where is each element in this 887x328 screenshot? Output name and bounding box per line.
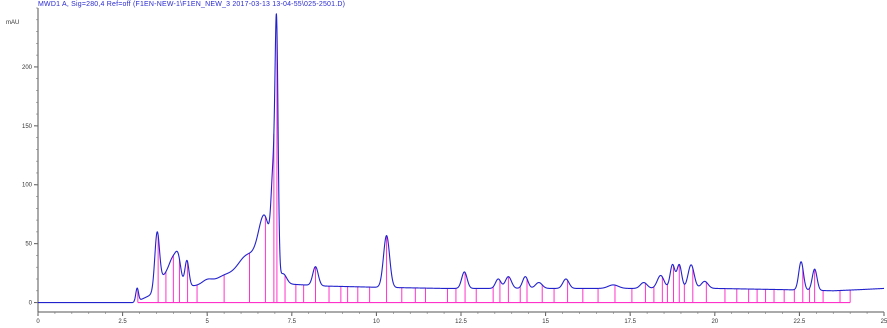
x-tick-label: 12.5 [455,319,467,325]
x-tick-label: 2.5 [118,319,127,325]
x-tick-label: 20 [711,319,718,325]
y-tick-label: 0 [29,301,33,307]
y-ticks: 0 50 100 150 200 [22,7,38,307]
x-tick-label: 17.5 [624,319,636,325]
y-tick-label: 150 [22,124,33,130]
series-group [37,13,885,304]
x-tick-label: 7.5 [288,319,297,325]
chart-title: MWD1 A, Sig=280,4 Ref=off (F1EN-NEW-1\F1… [38,1,346,8]
y-unit-label: mAU [6,20,20,26]
signal-trace [37,13,885,304]
x-ticks: 0 2.5 5 7.5 10 12.5 15 17.5 20 22.5 25 [36,312,887,325]
y-tick-label: 100 [22,183,33,189]
integration-marks [137,27,851,304]
x-tick-label: 25 [881,319,887,325]
y-tick-label: 50 [25,242,32,248]
x-tick-label: 15 [542,319,549,325]
x-tick-label: 5 [206,319,210,325]
y-tick-label: 200 [22,65,33,71]
x-tick-label: 10 [373,319,380,325]
x-tick-label: 0 [36,319,40,325]
x-tick-label: 22.5 [794,319,806,325]
